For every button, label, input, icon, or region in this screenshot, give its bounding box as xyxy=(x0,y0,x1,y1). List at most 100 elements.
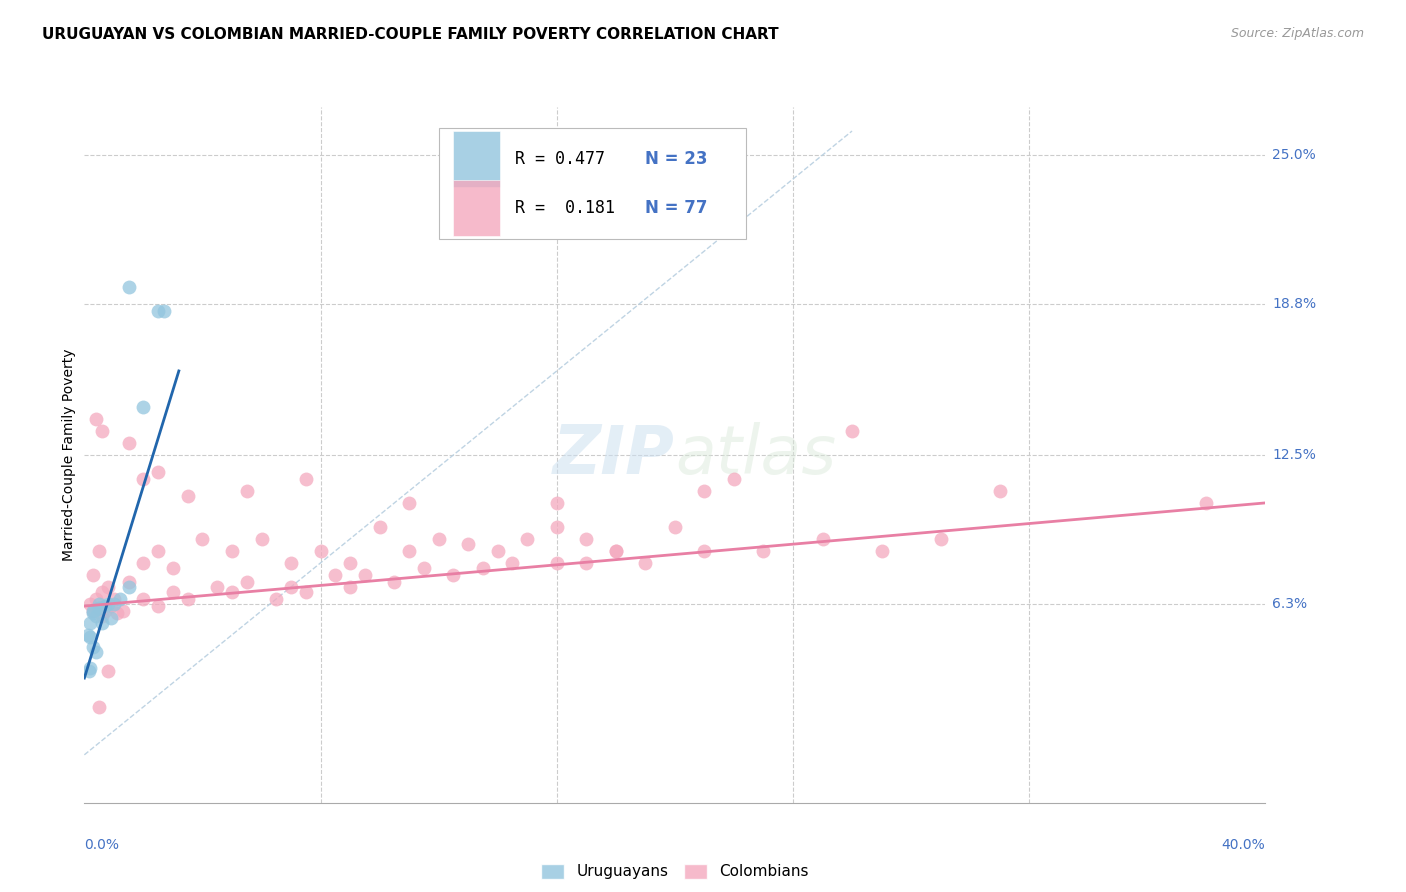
Colombians xyxy=(339,580,361,594)
Colombians xyxy=(546,520,568,534)
Uruguayans xyxy=(77,664,100,678)
Uruguayans xyxy=(87,597,111,611)
Text: N = 77: N = 77 xyxy=(645,199,707,217)
Colombians xyxy=(295,472,318,486)
Y-axis label: Married-Couple Family Poverty: Married-Couple Family Poverty xyxy=(62,349,76,561)
Text: Source: ZipAtlas.com: Source: ZipAtlas.com xyxy=(1230,27,1364,40)
Colombians xyxy=(382,575,406,590)
Uruguayans xyxy=(91,615,114,630)
Colombians xyxy=(841,424,863,438)
FancyBboxPatch shape xyxy=(439,128,745,239)
Colombians xyxy=(177,591,200,606)
FancyBboxPatch shape xyxy=(453,180,501,235)
Colombians xyxy=(79,597,101,611)
Text: URUGUAYAN VS COLOMBIAN MARRIED-COUPLE FAMILY POVERTY CORRELATION CHART: URUGUAYAN VS COLOMBIAN MARRIED-COUPLE FA… xyxy=(42,27,779,42)
Colombians xyxy=(205,580,228,594)
FancyBboxPatch shape xyxy=(453,131,501,187)
Colombians xyxy=(118,575,141,590)
Uruguayans xyxy=(82,607,104,621)
Uruguayans xyxy=(84,608,107,623)
Colombians xyxy=(132,591,155,606)
Colombians xyxy=(148,544,170,558)
Uruguayans xyxy=(84,645,107,659)
Text: N = 23: N = 23 xyxy=(645,150,707,168)
Colombians xyxy=(516,532,538,546)
Colombians xyxy=(605,544,627,558)
Uruguayans xyxy=(79,661,101,675)
Colombians xyxy=(811,532,834,546)
Uruguayans xyxy=(132,400,155,414)
Uruguayans xyxy=(148,304,170,318)
Colombians xyxy=(111,604,134,618)
Uruguayans xyxy=(153,304,176,318)
Text: atlas: atlas xyxy=(675,422,837,488)
Colombians xyxy=(634,556,657,570)
Colombians xyxy=(100,599,122,613)
Text: R = 0.477: R = 0.477 xyxy=(516,150,606,168)
Colombians xyxy=(501,556,523,570)
Uruguayans xyxy=(108,591,131,606)
Uruguayans xyxy=(100,611,122,625)
Colombians xyxy=(91,424,114,438)
Text: 6.3%: 6.3% xyxy=(1272,597,1308,611)
Colombians xyxy=(309,544,332,558)
Colombians xyxy=(752,544,775,558)
Uruguayans xyxy=(118,280,141,294)
Colombians xyxy=(605,544,627,558)
Colombians xyxy=(441,567,464,582)
Colombians xyxy=(723,472,745,486)
Colombians xyxy=(118,436,141,450)
Colombians xyxy=(250,532,273,546)
Colombians xyxy=(105,607,128,621)
Colombians xyxy=(929,532,952,546)
Colombians xyxy=(84,412,107,426)
Uruguayans xyxy=(79,615,101,630)
Colombians xyxy=(221,584,243,599)
Colombians xyxy=(988,483,1011,498)
Colombians xyxy=(91,608,114,623)
Colombians xyxy=(295,584,318,599)
Colombians xyxy=(546,556,568,570)
Colombians xyxy=(280,556,302,570)
Text: 18.8%: 18.8% xyxy=(1272,297,1316,310)
Text: 40.0%: 40.0% xyxy=(1222,838,1265,853)
Colombians xyxy=(546,496,568,510)
Colombians xyxy=(148,465,170,479)
Colombians xyxy=(575,556,598,570)
Colombians xyxy=(235,483,259,498)
Colombians xyxy=(87,699,111,714)
Colombians xyxy=(103,591,125,606)
Colombians xyxy=(177,489,200,503)
Colombians xyxy=(132,472,155,486)
Uruguayans xyxy=(118,580,141,594)
Colombians xyxy=(132,556,155,570)
Colombians xyxy=(368,520,391,534)
Colombians xyxy=(162,560,184,574)
Colombians xyxy=(398,544,420,558)
Colombians xyxy=(1195,496,1218,510)
Uruguayans xyxy=(77,628,100,642)
Colombians xyxy=(94,604,117,618)
Colombians xyxy=(235,575,259,590)
Colombians xyxy=(323,567,347,582)
Colombians xyxy=(664,520,686,534)
Colombians xyxy=(398,496,420,510)
Colombians xyxy=(870,544,893,558)
Colombians xyxy=(97,664,120,678)
Text: R =  0.181: R = 0.181 xyxy=(516,199,616,217)
Colombians xyxy=(457,537,479,551)
Colombians xyxy=(191,532,214,546)
Colombians xyxy=(97,580,120,594)
Text: ZIP: ZIP xyxy=(553,422,675,488)
Colombians xyxy=(575,532,598,546)
Colombians xyxy=(91,584,114,599)
Colombians xyxy=(413,560,436,574)
Colombians xyxy=(486,544,509,558)
Colombians xyxy=(280,580,302,594)
Colombians xyxy=(472,560,495,574)
Uruguayans xyxy=(94,599,117,613)
Text: 0.0%: 0.0% xyxy=(84,838,120,853)
Colombians xyxy=(162,584,184,599)
Uruguayans xyxy=(103,597,125,611)
Colombians xyxy=(264,591,288,606)
